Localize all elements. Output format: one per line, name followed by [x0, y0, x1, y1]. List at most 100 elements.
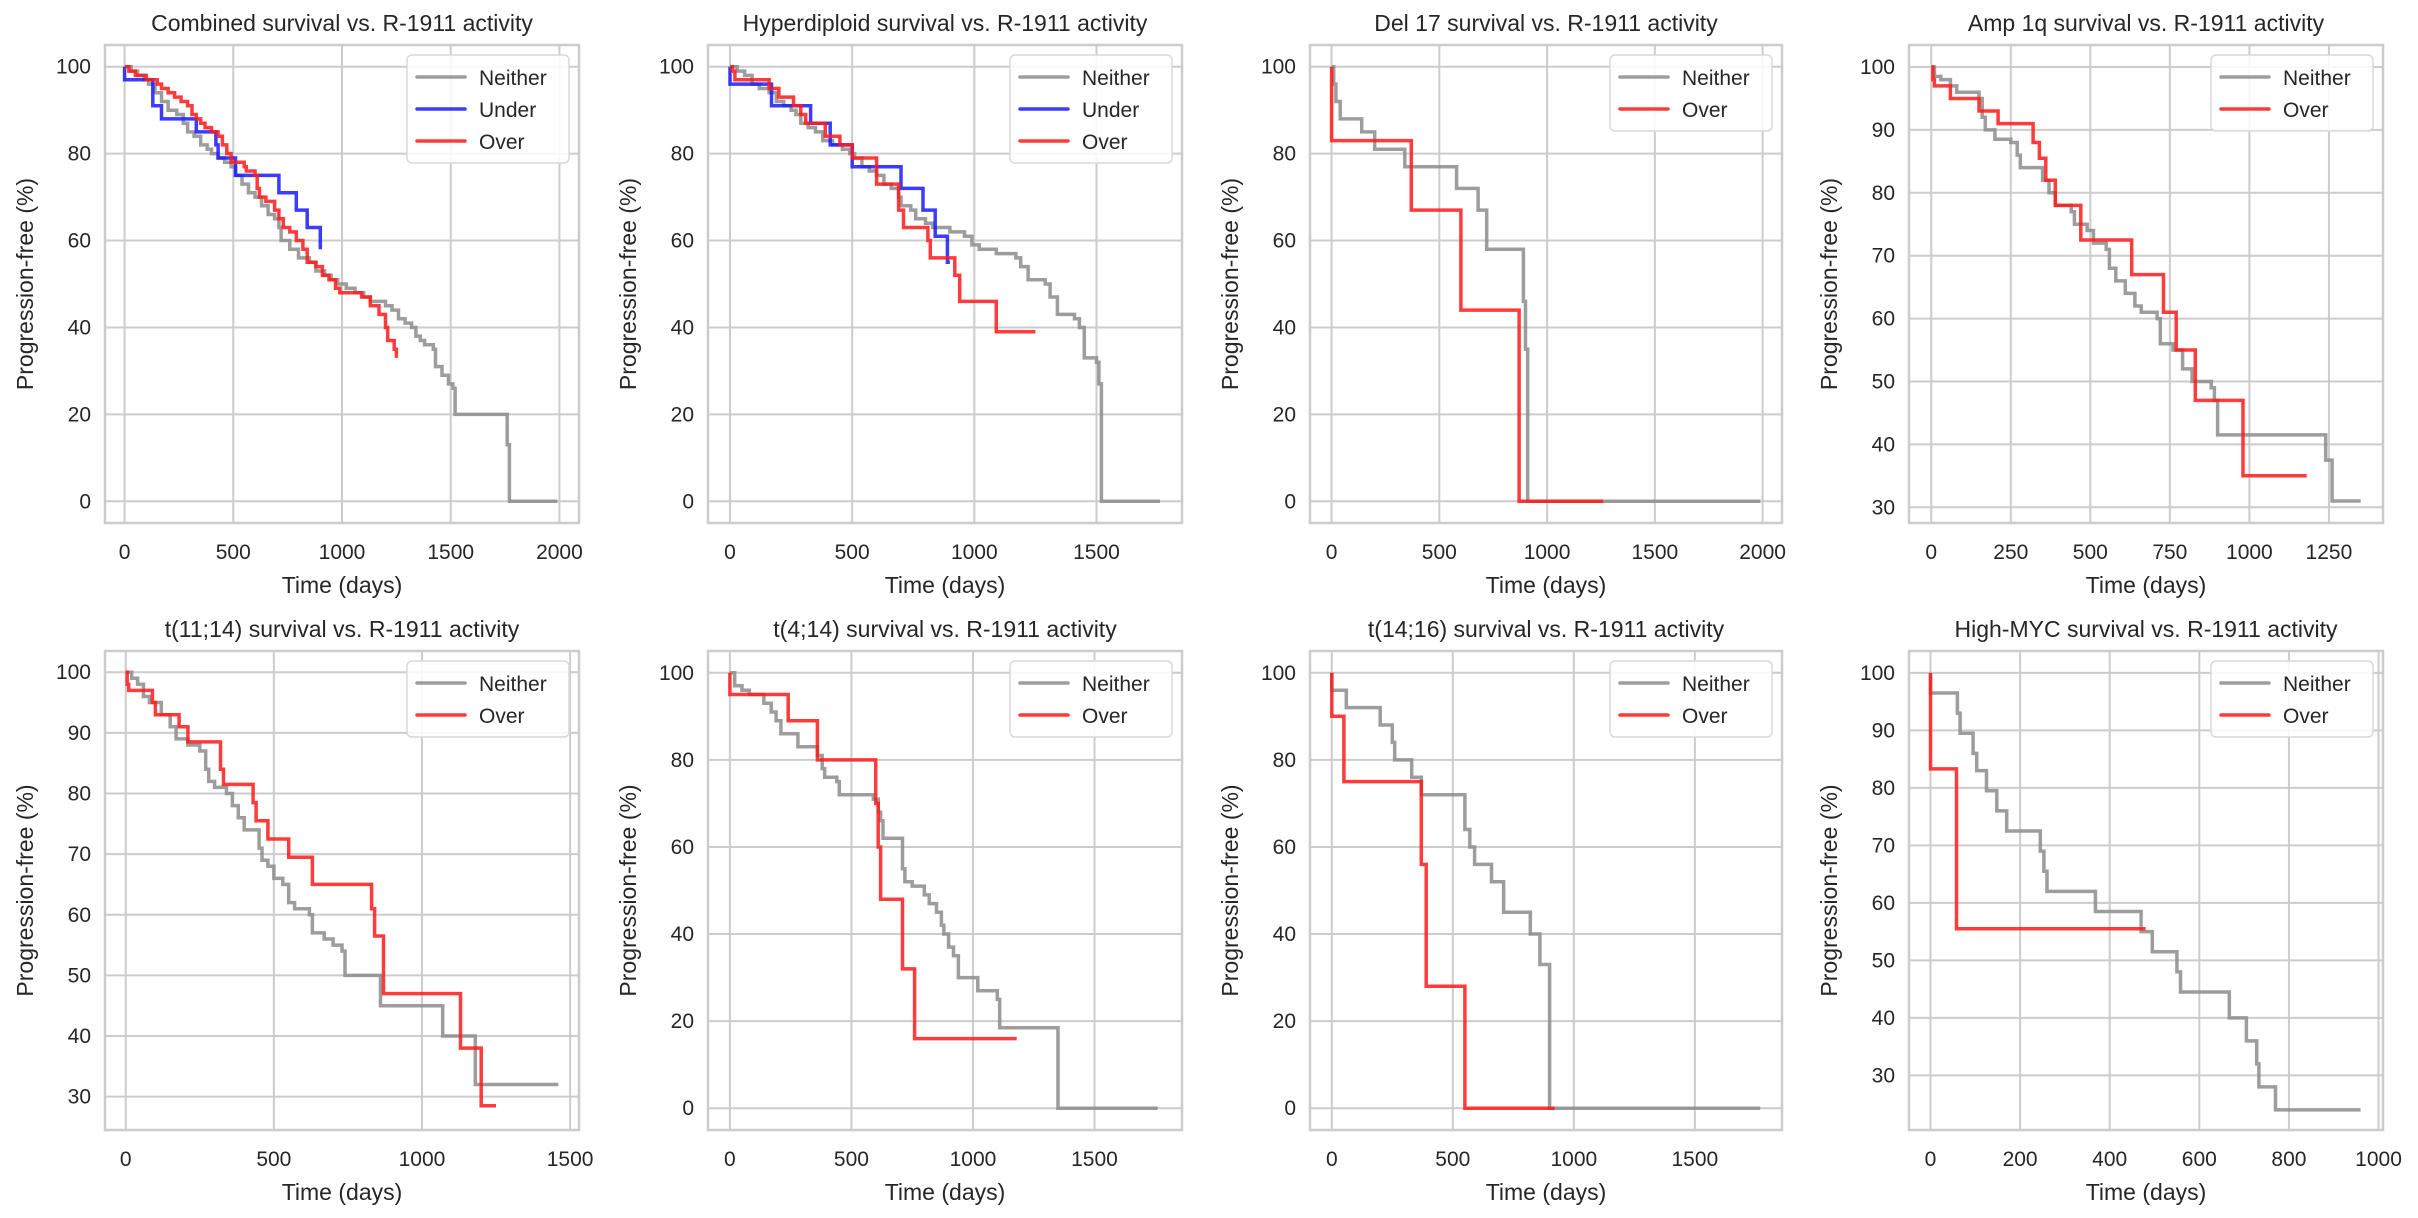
- x-tick-label: 0: [1326, 541, 1338, 564]
- x-tick-label: 0: [724, 541, 736, 564]
- x-tick-label: 1500: [427, 541, 474, 564]
- y-axis-label: Progression-free (%): [1217, 784, 1243, 996]
- y-tick-label: 80: [1273, 143, 1296, 166]
- y-tick-label: 80: [671, 143, 694, 166]
- x-tick-label: 1500: [1672, 1148, 1719, 1171]
- y-tick-label: 0: [79, 490, 91, 513]
- y-tick-label: 100: [659, 662, 694, 685]
- x-tick-label: 1000: [951, 541, 998, 564]
- y-tick-label: 100: [56, 661, 91, 684]
- legend-label: Under: [1082, 99, 1139, 122]
- y-tick-label: 80: [1273, 749, 1296, 772]
- y-tick-label: 100: [1261, 662, 1296, 685]
- y-tick-label: 0: [1284, 1097, 1296, 1120]
- x-tick-label: 500: [835, 541, 870, 564]
- series-line-over: [1928, 672, 2146, 931]
- subplot-4: 0 250 500 750 1000 1250 30 40 50 60 70 80 90 100 Amp 1…: [1816, 10, 2385, 598]
- y-tick-label: 70: [1872, 245, 1895, 268]
- y-axis-label: Progression-free (%): [1816, 784, 1842, 996]
- y-tick-label: 100: [56, 56, 91, 79]
- y-tick-label: 0: [682, 1097, 694, 1120]
- series-line-neither: [729, 671, 1158, 1110]
- legend: Neither Over: [1609, 660, 1773, 738]
- legend-label: Over: [2283, 99, 2329, 122]
- legend-label: Over: [1082, 131, 1128, 154]
- x-tick-label: 1500: [1073, 541, 1120, 564]
- y-axis-label: Progression-free (%): [12, 784, 38, 996]
- x-tick-label: 0: [1326, 1148, 1338, 1171]
- y-tick-label: 70: [1872, 834, 1895, 857]
- y-tick-label: 40: [1273, 316, 1296, 339]
- legend-box: [1609, 660, 1773, 738]
- subplot-title: High-MYC survival vs. R-1911 activity: [1954, 616, 2338, 642]
- y-tick-label: 90: [1872, 119, 1895, 142]
- axes-frame: [1308, 649, 1784, 1132]
- y-tick-label: 80: [68, 782, 91, 805]
- subplot-8: 0 200 400 600 800 1000 30 40 50 60 70 80 90 100 High-M…: [1816, 616, 2402, 1205]
- y-tick-label: 20: [671, 403, 694, 426]
- x-tick-label: 1000: [2355, 1148, 2402, 1171]
- y-tick-label: 50: [1872, 949, 1895, 972]
- legend-box: [2210, 660, 2374, 738]
- x-tick-label: 1000: [2226, 541, 2273, 564]
- legend-label: Over: [479, 131, 525, 154]
- y-axis-label: Progression-free (%): [615, 178, 641, 390]
- legend-label: Neither: [1682, 673, 1750, 696]
- legend-label: Neither: [1082, 67, 1150, 90]
- subplot-title: Amp 1q survival vs. R-1911 activity: [1968, 10, 2325, 36]
- x-tick-label: 500: [256, 1148, 291, 1171]
- y-tick-label: 20: [1273, 1010, 1296, 1033]
- y-tick-label: 40: [671, 923, 694, 946]
- axes-frame: [1907, 649, 2385, 1132]
- x-tick-label: 0: [119, 541, 131, 564]
- legend-box: [406, 54, 570, 164]
- x-tick-label: 1250: [2306, 541, 2353, 564]
- y-tick-label: 80: [1872, 182, 1895, 205]
- legend-box: [1609, 54, 1773, 132]
- series-line-neither: [124, 64, 558, 504]
- legend-label: Over: [1682, 705, 1728, 728]
- y-tick-label: 60: [1872, 308, 1895, 331]
- x-tick-label: 750: [2152, 541, 2187, 564]
- x-axis-label: Time (days): [1486, 572, 1607, 598]
- axes-frame: [103, 43, 581, 525]
- x-tick-label: 2000: [536, 541, 583, 564]
- x-tick-label: 500: [2073, 541, 2108, 564]
- x-tick-label: 0: [724, 1148, 736, 1171]
- y-tick-label: 80: [1872, 777, 1895, 800]
- axes-frame: [706, 43, 1184, 525]
- legend-box: [2210, 54, 2374, 132]
- series-line-neither: [1330, 672, 1761, 1110]
- x-tick-label: 1000: [950, 1148, 997, 1171]
- series-line-neither: [1928, 672, 2361, 1112]
- x-axis-label: Time (days): [885, 1179, 1006, 1205]
- legend-label: Neither: [2283, 67, 2351, 90]
- x-tick-label: 2000: [1739, 541, 1786, 564]
- legend: Neither Over: [1009, 660, 1173, 738]
- y-tick-label: 80: [68, 143, 91, 166]
- legend-label: Over: [1682, 99, 1728, 122]
- legend-label: Neither: [479, 67, 547, 90]
- x-tick-label: 1000: [1524, 541, 1571, 564]
- series-line-neither: [1931, 65, 2361, 503]
- x-axis-label: Time (days): [282, 1179, 403, 1205]
- axes-frame: [1907, 43, 2385, 525]
- y-tick-label: 60: [671, 230, 694, 253]
- x-axis-label: Time (days): [2086, 1179, 2207, 1205]
- legend-label: Neither: [479, 673, 547, 696]
- y-tick-label: 30: [1872, 1064, 1895, 1087]
- legend-label: Over: [479, 705, 525, 728]
- x-axis-label: Time (days): [282, 572, 403, 598]
- y-tick-label: 40: [68, 316, 91, 339]
- y-tick-label: 80: [671, 749, 694, 772]
- y-tick-label: 50: [68, 964, 91, 987]
- x-tick-label: 500: [216, 541, 251, 564]
- series-line-over: [1329, 66, 1604, 504]
- y-tick-label: 60: [671, 836, 694, 859]
- legend-label: Neither: [2283, 673, 2351, 696]
- legend-box: [1009, 54, 1173, 164]
- x-axis-label: Time (days): [2086, 572, 2207, 598]
- subplot-title: t(4;14) survival vs. R-1911 activity: [773, 616, 1117, 642]
- axes-frame: [103, 649, 581, 1132]
- x-tick-label: 0: [1925, 1148, 1937, 1171]
